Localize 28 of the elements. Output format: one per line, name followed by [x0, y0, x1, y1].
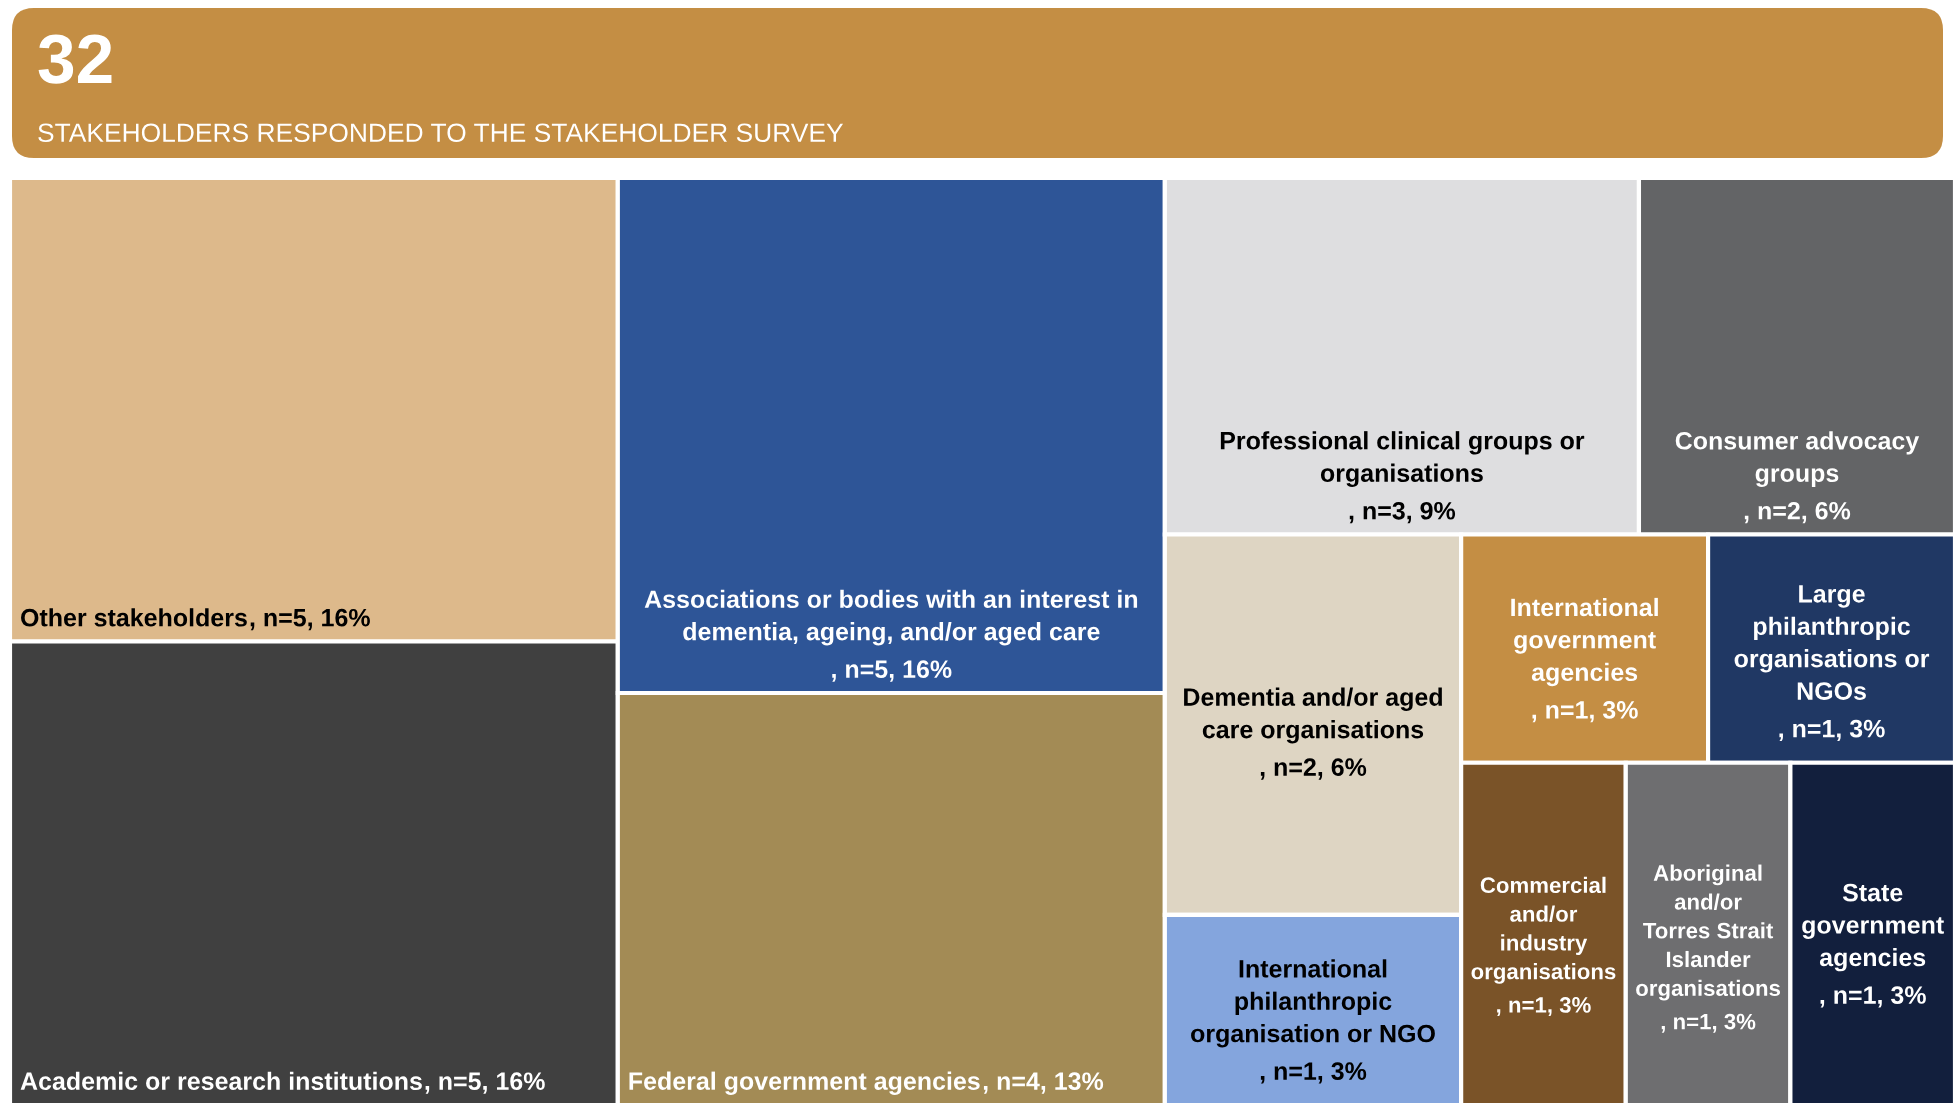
category-label: Academic or research institutions — [20, 1071, 422, 1091]
text: STAKEHOLDERS RESPONDED TO THE STAKEHOLDER SURVEY — [38, 123, 844, 143]
data-label: , n=4, 13% — [983, 1072, 1104, 1094]
data-label: , n=1, 3% — [1820, 986, 1926, 1008]
data-label: , n=1, 3% — [1497, 997, 1591, 1017]
category-label: Consumer advocacy groups — [1675, 431, 1920, 488]
data-label: , n=5, 16% — [425, 1072, 545, 1094]
category-label: Aboriginal and/or Torres Strait Islander organisations — [1636, 864, 1781, 1001]
category-label: Other stakeholders — [21, 608, 247, 627]
data-label: , n=2, 6% — [1744, 501, 1851, 524]
data-label: , n=5, 16% — [832, 660, 952, 682]
data-label: , n=1, 3% — [1532, 700, 1638, 723]
category-label: Professional clinical groups or organisations — [1220, 431, 1585, 488]
category-label: Commercial and/or industry organisations — [1471, 876, 1616, 984]
data-label: , n=1, 3% — [1661, 1013, 1756, 1033]
category-label: Federal government agencies — [629, 1071, 980, 1095]
data-label: , n=1, 3% — [1260, 1062, 1367, 1084]
category-label: International philanthropic organisation or NGO — [1191, 959, 1435, 1048]
data-label: , n=1, 3% — [1779, 719, 1885, 742]
data-label: , n=2, 6% — [1260, 758, 1367, 780]
category-label: State government agencies — [1802, 883, 1944, 972]
category-label: Large philanthropic organisations or NGOs — [1734, 585, 1930, 700]
category-label: Dementia and/or aged care organisations — [1184, 687, 1442, 744]
text: 32 — [38, 34, 112, 84]
category-label: International government agencies — [1511, 597, 1658, 687]
data-label: , n=3, 9% — [1349, 501, 1456, 524]
category-label: Associations or bodies with an interest in dementia, ageing, and/or aged care — [644, 589, 1138, 646]
data-label: , n=5, 16% — [250, 608, 370, 631]
